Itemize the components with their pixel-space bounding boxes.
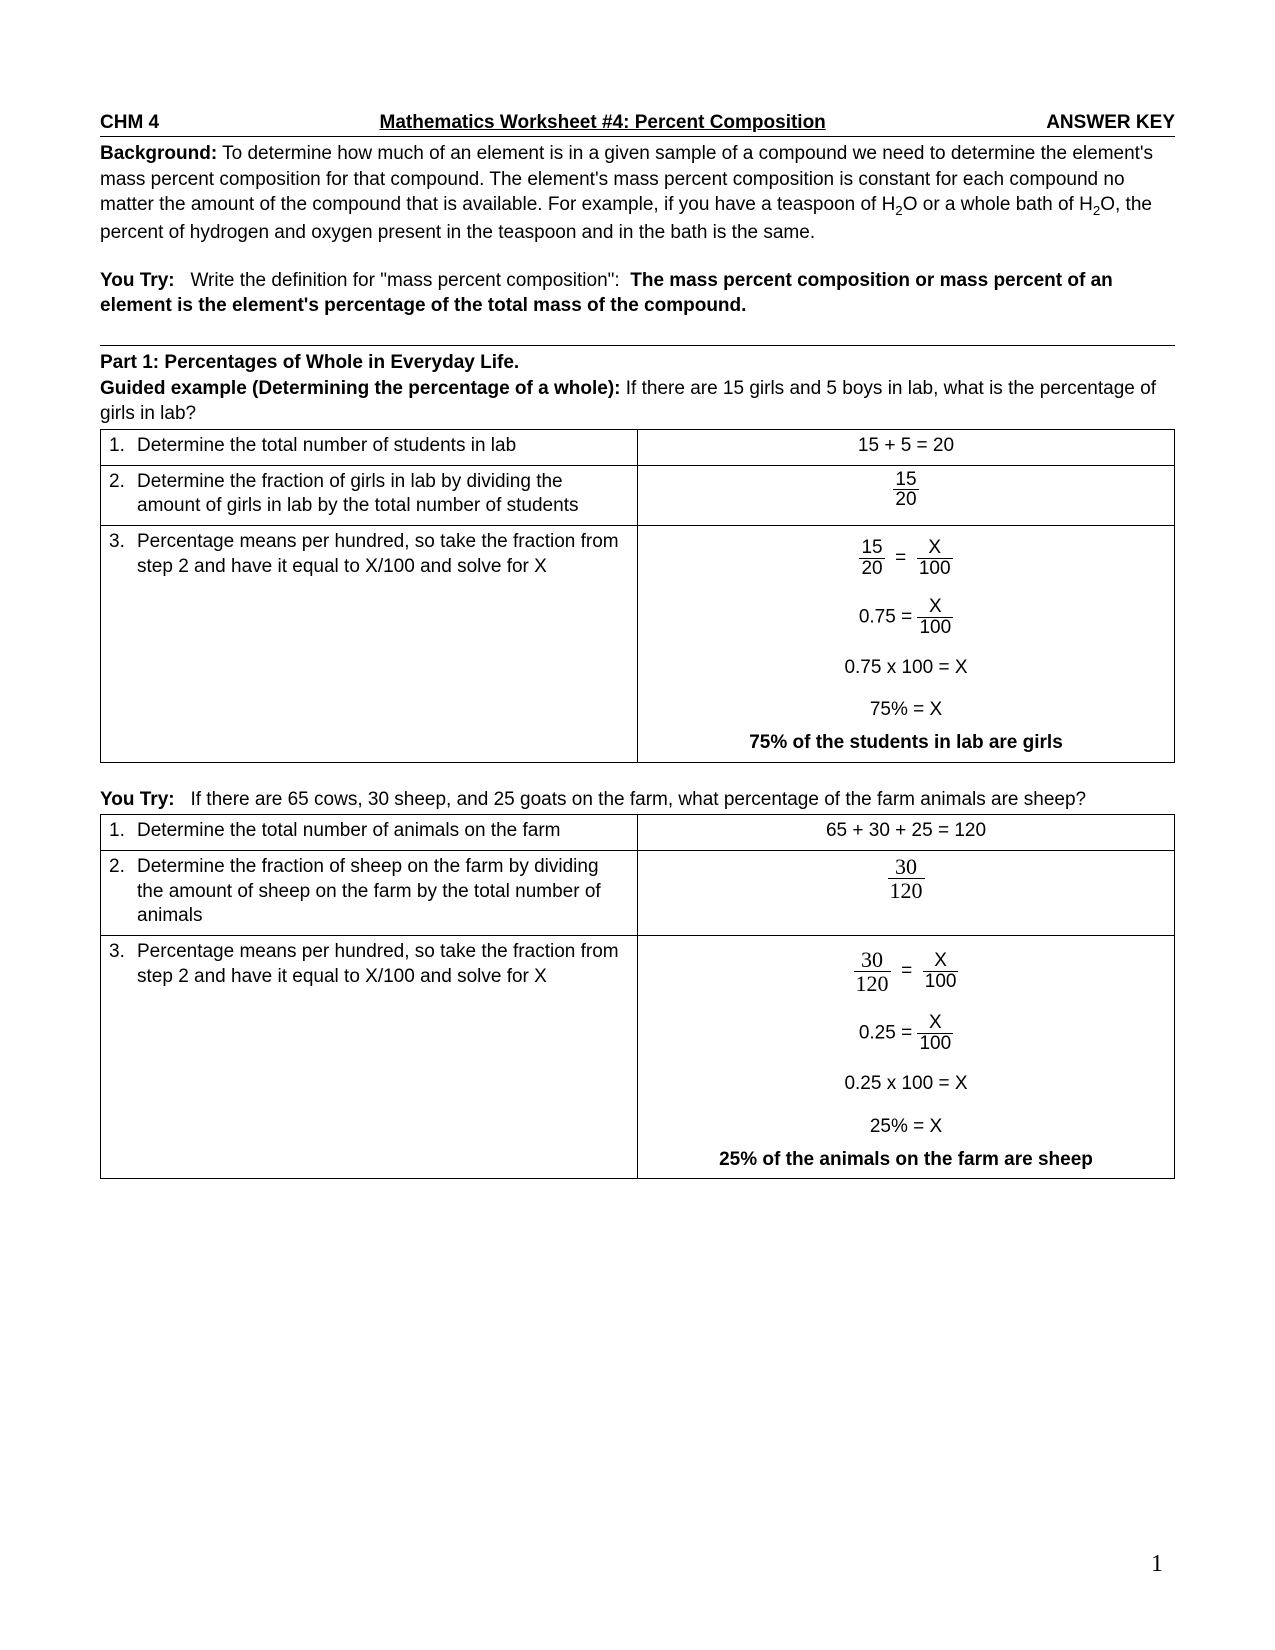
row-num: 3. <box>109 940 137 989</box>
frac-top: 30 <box>854 948 891 972</box>
frac-bot: 20 <box>893 490 918 510</box>
frac-bot: 20 <box>859 559 884 579</box>
frac-top: X <box>917 1013 953 1034</box>
eq-line: 30120 = X100 <box>646 948 1166 995</box>
frac-bot: 100 <box>917 1034 953 1054</box>
youtry-2: You Try: If there are 65 cows, 30 sheep,… <box>100 787 1175 813</box>
background-text-2: O or a whole bath of H <box>903 194 1093 215</box>
eq-line: 25% = X <box>646 1115 1166 1140</box>
row-answer: 65 + 30 + 25 = 120 <box>638 815 1175 851</box>
table-row: 3. Percentage means per hundred, so take… <box>101 936 1175 1179</box>
part1-title: Part 1: Percentages of Whole in Everyday… <box>100 350 1175 376</box>
row-step: Determine the fraction of girls in lab b… <box>137 470 629 519</box>
table-row: 1. Determine the total number of animals… <box>101 815 1175 851</box>
row-step: Percentage means per hundred, so take th… <box>137 940 629 989</box>
frac-bot: 100 <box>923 972 959 992</box>
eq-line: 0.75 x 100 = X <box>646 656 1166 681</box>
row-num: 1. <box>109 819 137 844</box>
eq-line: 0.75 = X100 <box>646 597 1166 638</box>
section-divider <box>100 345 1175 346</box>
table-row: 2. Determine the fraction of sheep on th… <box>101 851 1175 936</box>
fraction: 15 20 <box>893 470 918 511</box>
frac-top: 15 <box>859 538 884 559</box>
page-header: CHM 4 Mathematics Worksheet #4: Percent … <box>100 112 1175 137</box>
row-step: Percentage means per hundred, so take th… <box>137 530 629 579</box>
youtry2-text: If there are 65 cows, 30 sheep, and 25 g… <box>190 789 1086 810</box>
frac-top: X <box>917 597 953 618</box>
youtry-table: 1. Determine the total number of animals… <box>100 814 1175 1179</box>
eq-text: 0.25 = <box>859 1023 918 1044</box>
guided-label: Guided example (Determining the percenta… <box>100 378 620 399</box>
youtry2-label: You Try: <box>100 789 175 810</box>
page-number: 1 <box>1151 1551 1163 1578</box>
table-row: 1. Determine the total number of student… <box>101 429 1175 465</box>
row-answer: 15 + 5 = 20 <box>638 429 1175 465</box>
background-label: Background: <box>100 143 217 164</box>
eq-line: 1520 = X100 <box>646 538 1166 579</box>
eq-line: 75% = X <box>646 698 1166 723</box>
frac-bot: 100 <box>917 559 953 579</box>
frac-top: 15 <box>893 470 918 491</box>
frac-top: X <box>917 538 953 559</box>
frac-bot: 100 <box>917 618 953 638</box>
header-right: ANSWER KEY <box>1046 112 1175 134</box>
row-num: 2. <box>109 855 137 929</box>
header-left: CHM 4 <box>100 112 159 134</box>
frac-bot: 120 <box>888 879 925 902</box>
document-page: CHM 4 Mathematics Worksheet #4: Percent … <box>0 0 1275 1219</box>
eq-line: 0.25 x 100 = X <box>646 1072 1166 1097</box>
sub-2a: 2 <box>895 203 902 218</box>
frac-top: X <box>923 951 959 972</box>
frac-bot: 120 <box>854 972 891 995</box>
row-step: Determine the total number of students i… <box>137 434 516 459</box>
frac-top: 30 <box>888 855 925 879</box>
youtry-1: You Try: Write the definition for "mass … <box>100 268 1175 319</box>
guided-table: 1. Determine the total number of student… <box>100 429 1175 763</box>
eq-text: 0.75 = <box>859 606 918 627</box>
conclusion: 25% of the animals on the farm are sheep <box>646 1148 1166 1173</box>
eq-line: 0.25 = X100 <box>646 1013 1166 1054</box>
background-section: Background: To determine how much of an … <box>100 141 1175 246</box>
part1-heading: Part 1: Percentages of Whole in Everyday… <box>100 350 1175 427</box>
row-step: Determine the total number of animals on… <box>137 819 560 844</box>
row-step: Determine the fraction of sheep on the f… <box>137 855 629 929</box>
row-num: 1. <box>109 434 137 459</box>
youtry1-label: You Try: <box>100 270 175 291</box>
fraction: 30 120 <box>888 855 925 902</box>
row-num: 2. <box>109 470 137 519</box>
youtry1-prompt: Write the definition for "mass percent c… <box>190 270 619 291</box>
table-row: 3. Percentage means per hundred, so take… <box>101 525 1175 762</box>
conclusion: 75% of the students in lab are girls <box>646 731 1166 756</box>
table-row: 2. Determine the fraction of girls in la… <box>101 465 1175 525</box>
header-center: Mathematics Worksheet #4: Percent Compos… <box>380 112 826 134</box>
row-num: 3. <box>109 530 137 579</box>
